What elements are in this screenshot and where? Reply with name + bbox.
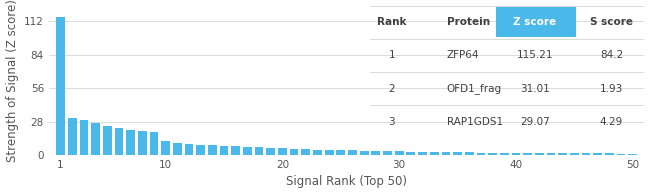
Bar (535, 153, 543, 155)
Bar (617, 153, 625, 155)
Bar (465, 152, 474, 155)
Bar (570, 153, 578, 155)
Bar (208, 145, 216, 155)
Bar (68, 118, 77, 155)
Bar (605, 153, 614, 155)
Bar (441, 152, 450, 155)
Text: ZFP64: ZFP64 (447, 50, 479, 60)
Bar (593, 153, 602, 155)
Bar (500, 153, 509, 155)
Bar (476, 152, 486, 155)
Bar (629, 154, 637, 155)
Text: 115.21: 115.21 (516, 50, 553, 60)
Text: 4.29: 4.29 (600, 117, 623, 127)
Y-axis label: Strength of Signal (Z score): Strength of Signal (Z score) (6, 0, 19, 162)
Bar (496, 7, 576, 37)
Bar (371, 151, 380, 155)
Text: 2: 2 (389, 83, 395, 94)
Bar (418, 152, 427, 155)
Text: S score: S score (590, 17, 633, 27)
Bar (243, 147, 252, 155)
Bar (348, 151, 357, 155)
Text: 84.2: 84.2 (600, 50, 623, 60)
Bar (56, 17, 65, 155)
Bar (255, 147, 263, 155)
Bar (79, 120, 88, 155)
Text: 3: 3 (389, 117, 395, 127)
Bar (582, 153, 590, 155)
Bar (360, 151, 369, 155)
Bar (406, 152, 415, 155)
Bar (290, 149, 298, 155)
Bar (278, 148, 287, 155)
Text: Protein: Protein (447, 17, 490, 27)
Bar (150, 132, 159, 155)
Bar (313, 150, 322, 155)
Text: 29.07: 29.07 (520, 117, 549, 127)
Bar (126, 130, 135, 155)
Text: 1: 1 (389, 50, 395, 60)
Bar (138, 131, 147, 155)
Bar (196, 145, 205, 155)
Bar (114, 128, 124, 155)
Bar (302, 149, 310, 155)
Bar (547, 153, 555, 155)
Bar (185, 144, 193, 155)
Bar (325, 150, 333, 155)
Bar (558, 153, 567, 155)
Bar (383, 151, 392, 155)
Text: 1.93: 1.93 (600, 83, 623, 94)
Bar (488, 153, 497, 155)
Bar (512, 153, 521, 155)
Bar (91, 123, 100, 155)
Bar (173, 143, 182, 155)
Text: OFD1_frag: OFD1_frag (447, 83, 502, 94)
Bar (453, 152, 462, 155)
Text: Rank: Rank (377, 17, 407, 27)
Bar (161, 141, 170, 155)
Text: Z score: Z score (513, 17, 556, 27)
Bar (103, 126, 112, 155)
Bar (395, 152, 404, 155)
Bar (231, 146, 240, 155)
Bar (266, 148, 275, 155)
Bar (337, 150, 345, 155)
Text: RAP1GDS1: RAP1GDS1 (447, 117, 503, 127)
X-axis label: Signal Rank (Top 50): Signal Rank (Top 50) (286, 175, 407, 188)
Text: 31.01: 31.01 (520, 83, 549, 94)
Bar (220, 146, 228, 155)
Bar (430, 152, 439, 155)
Bar (523, 153, 532, 155)
